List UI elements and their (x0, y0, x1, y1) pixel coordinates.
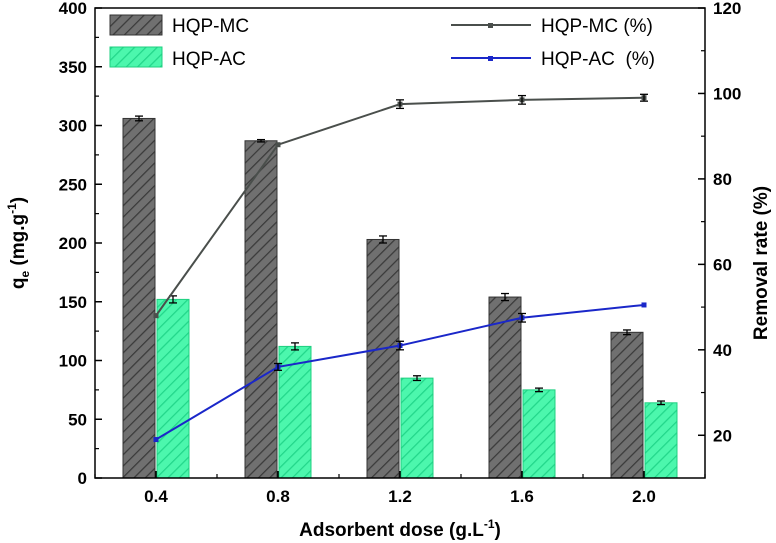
y-tick-label: 300 (59, 117, 87, 136)
line-point-1-4 (641, 302, 647, 308)
line-error-bar (518, 312, 526, 323)
bar-hqp-ac-2.0 (644, 402, 678, 479)
y-axis-title: qe (mg.g-1) (5, 197, 32, 289)
legend-swatch-hqp-mc (109, 14, 163, 36)
y-tick-label: 0 (78, 469, 87, 488)
bar-hqp-mc-0.4 (122, 117, 156, 479)
y2-tick-label: 100 (713, 84, 741, 103)
y-tick-label: 200 (59, 234, 87, 253)
y-tick-label: 400 (59, 0, 87, 18)
line-error-bar (396, 340, 404, 351)
bar-hqp-mc-1.2 (366, 238, 400, 479)
line-point-1-0 (153, 437, 159, 443)
y2-tick-label: 20 (713, 426, 732, 445)
x-tick-label: 1.6 (510, 487, 534, 506)
legend-label-hqp-ac-pct: HQP-AC (%) (541, 49, 655, 70)
y-tick-label: 350 (59, 58, 87, 77)
error-bar (501, 292, 509, 302)
bar-hqp-mc-2.0 (610, 331, 644, 479)
y-tick-label: 50 (68, 410, 87, 429)
error-bar (657, 400, 665, 406)
legend-label-hqp-ac: HQP-AC (172, 49, 246, 70)
error-bar (413, 375, 421, 382)
legend-swatch-hqp-ac (109, 46, 163, 68)
legend-marker-hqp-ac (488, 56, 493, 61)
y2-axis-title: Removal rate (%) (751, 186, 772, 340)
line-error-bar (518, 94, 526, 105)
line-error-bar (274, 362, 282, 371)
error-bar (135, 115, 143, 122)
x-axis-title: Adsorbent dose (g.L-1) (299, 517, 501, 541)
line-point-0-1 (275, 142, 281, 148)
line-series-0 (155, 96, 645, 317)
error-bar (257, 138, 265, 143)
error-bar (535, 387, 543, 393)
x-tick-label: 0.8 (266, 487, 290, 506)
y-tick-label: 150 (59, 293, 87, 312)
error-bar (291, 342, 299, 351)
line-error-bar (640, 93, 648, 102)
legend-lines: HQP-MC (%) HQP-AC (%) (451, 16, 655, 70)
legend-bars: HQP-MC HQP-AC (109, 14, 249, 70)
bar-hqp-mc-1.6 (488, 296, 522, 479)
line-series-1 (155, 303, 645, 441)
y2-tick-label: 60 (713, 255, 732, 274)
x-tick-label: 1.2 (388, 487, 412, 506)
bar-hqp-ac-1.2 (400, 377, 434, 479)
error-bar (379, 235, 387, 244)
legend-label-hqp-mc-pct: HQP-MC (%) (541, 16, 653, 37)
y2-tick-label: 80 (713, 170, 732, 189)
line-point-0-0 (153, 313, 159, 319)
bar-hqp-mc-0.8 (244, 140, 278, 479)
y-tick-label: 250 (59, 175, 87, 194)
line-error-bar (396, 99, 404, 110)
y-tick-label: 100 (59, 352, 87, 371)
bar-hqp-ac-0.4 (156, 298, 190, 479)
bar-hqp-ac-1.6 (522, 389, 556, 479)
y2-tick-label: 40 (713, 341, 732, 360)
x-tick-label: 0.4 (144, 487, 168, 506)
legend-marker-hqp-mc (488, 23, 493, 28)
error-bar (623, 329, 631, 336)
x-tick-label: 2.0 (632, 487, 656, 506)
legend-label-hqp-mc: HQP-MC (172, 16, 249, 37)
y2-tick-label: 120 (713, 0, 741, 18)
